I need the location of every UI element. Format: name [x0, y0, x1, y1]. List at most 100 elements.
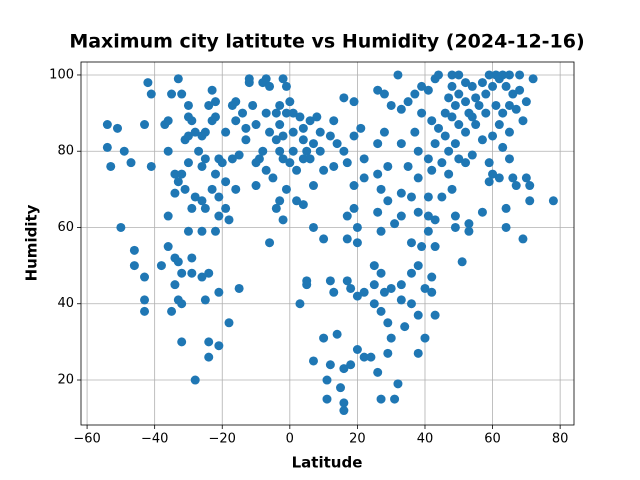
point	[376, 394, 386, 404]
point	[167, 306, 177, 316]
point	[292, 165, 302, 175]
point	[352, 345, 362, 355]
point	[221, 127, 231, 137]
point	[275, 196, 285, 206]
x-tick-label: 20	[349, 432, 366, 447]
point	[278, 154, 288, 164]
point	[298, 123, 308, 133]
point	[183, 131, 193, 141]
point	[417, 81, 427, 91]
point	[484, 70, 494, 80]
point	[325, 276, 335, 286]
point	[163, 146, 173, 156]
point	[204, 100, 214, 110]
point	[447, 112, 457, 122]
point	[167, 89, 177, 99]
point	[501, 222, 511, 232]
point	[477, 135, 487, 145]
point	[197, 226, 207, 236]
point	[187, 203, 197, 213]
point	[200, 295, 210, 305]
point	[200, 154, 210, 164]
point	[308, 356, 318, 366]
point	[342, 276, 352, 286]
point	[494, 173, 504, 183]
point	[221, 177, 231, 187]
point	[474, 100, 484, 110]
point	[406, 268, 416, 278]
point	[491, 100, 501, 110]
point	[359, 173, 369, 183]
point	[339, 406, 349, 416]
point	[454, 154, 464, 164]
point	[525, 181, 535, 191]
point	[461, 127, 471, 137]
point	[194, 146, 204, 156]
point	[204, 352, 214, 362]
point	[177, 299, 187, 309]
point	[440, 108, 450, 118]
point	[278, 215, 288, 225]
point	[204, 268, 214, 278]
point	[342, 234, 352, 244]
point	[504, 100, 514, 110]
point	[376, 268, 386, 278]
point	[261, 165, 271, 175]
point	[183, 226, 193, 236]
point	[339, 93, 349, 103]
point	[373, 139, 383, 149]
point	[170, 280, 180, 290]
point	[356, 123, 366, 133]
point	[383, 196, 393, 206]
point	[396, 295, 406, 305]
point	[410, 89, 420, 99]
point	[319, 234, 329, 244]
point	[207, 184, 217, 194]
point	[265, 81, 275, 91]
point	[140, 306, 150, 316]
point	[488, 131, 498, 141]
point	[386, 333, 396, 343]
point	[400, 322, 410, 332]
point	[369, 261, 379, 271]
x-tick-label: 60	[484, 432, 501, 447]
point	[508, 89, 518, 99]
point	[498, 142, 508, 152]
point	[173, 177, 183, 187]
point	[210, 97, 220, 107]
point	[477, 207, 487, 217]
point	[177, 169, 187, 179]
point	[423, 226, 433, 236]
point	[177, 337, 187, 347]
point	[477, 78, 487, 88]
point	[467, 150, 477, 160]
point	[352, 222, 362, 232]
point	[369, 280, 379, 290]
point	[352, 238, 362, 248]
point	[207, 85, 217, 95]
point	[305, 154, 315, 164]
point	[450, 139, 460, 149]
point	[521, 97, 531, 107]
point	[281, 108, 291, 118]
point	[396, 104, 406, 114]
point	[214, 341, 224, 351]
point	[440, 131, 450, 141]
point	[511, 181, 521, 191]
point	[221, 203, 231, 213]
point	[278, 131, 288, 141]
point	[231, 97, 241, 107]
point	[163, 211, 173, 221]
point	[454, 120, 464, 130]
point	[413, 207, 423, 217]
point	[406, 238, 416, 248]
point	[501, 81, 511, 91]
point	[430, 310, 440, 320]
point	[508, 173, 518, 183]
point	[515, 85, 525, 95]
point	[329, 287, 339, 297]
point	[116, 222, 126, 232]
point	[498, 108, 508, 118]
point	[413, 173, 423, 183]
point	[481, 108, 491, 118]
